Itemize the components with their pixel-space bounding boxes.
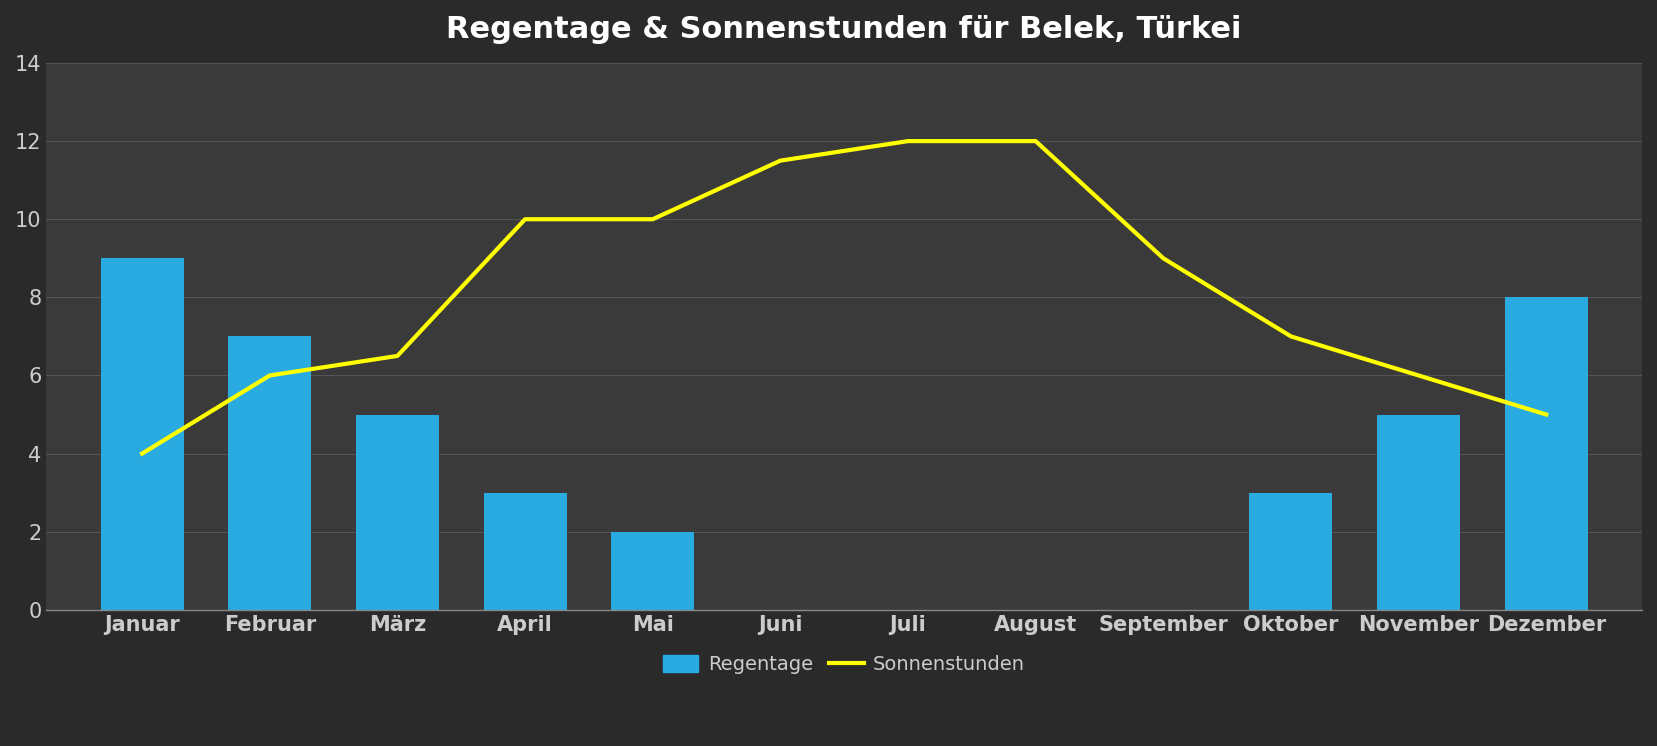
- Legend: Regentage, Sonnenstunden: Regentage, Sonnenstunden: [655, 648, 1032, 682]
- Bar: [611, 532, 694, 609]
- Title: Regentage & Sonnenstunden für Belek, Türkei: Regentage & Sonnenstunden für Belek, Tür…: [446, 15, 1243, 44]
- Bar: [229, 336, 312, 609]
- Bar: [101, 258, 184, 609]
- Bar: [484, 492, 567, 609]
- Bar: [1505, 298, 1587, 609]
- Bar: [356, 415, 439, 609]
- Bar: [1377, 415, 1460, 609]
- Bar: [1249, 492, 1332, 609]
